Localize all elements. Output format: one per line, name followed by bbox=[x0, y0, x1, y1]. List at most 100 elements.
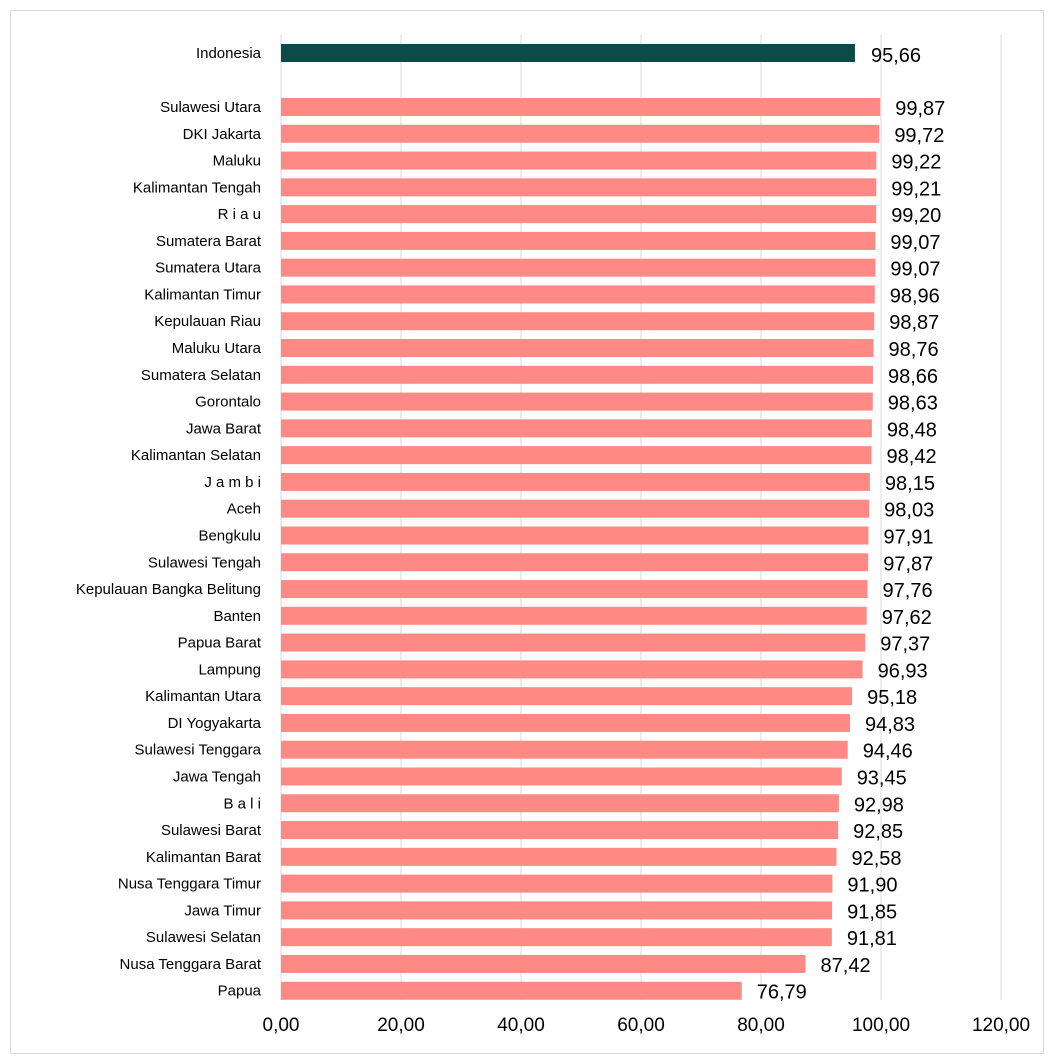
category-label: Kalimantan Timur bbox=[144, 286, 261, 303]
bar bbox=[281, 821, 839, 840]
category-label: B a l i bbox=[223, 795, 261, 812]
bar bbox=[281, 205, 877, 224]
bar bbox=[281, 713, 850, 732]
value-label: 97,76 bbox=[883, 580, 933, 602]
bar bbox=[281, 847, 837, 866]
labels: Indonesia 95,66 Sulawesi Utara 99,87 DKI Jak… bbox=[76, 45, 945, 1004]
x-tick-label: 40,00 bbox=[497, 1015, 545, 1036]
category-label: Papua bbox=[218, 983, 262, 1000]
category-label: Papua Barat bbox=[178, 635, 262, 652]
category-label: Jawa Tengah bbox=[173, 769, 261, 786]
bar bbox=[281, 285, 875, 304]
bar bbox=[281, 874, 833, 893]
category-label: Sumatera Utara bbox=[155, 260, 262, 277]
value-label: 99,07 bbox=[890, 259, 940, 281]
value-label: 99,20 bbox=[891, 205, 941, 227]
value-label: 98,42 bbox=[887, 446, 937, 468]
value-label: 98,48 bbox=[887, 419, 937, 441]
bar bbox=[281, 981, 742, 1000]
value-label: 97,91 bbox=[883, 526, 933, 548]
value-label: 98,63 bbox=[888, 393, 938, 415]
value-label: 92,98 bbox=[854, 794, 904, 816]
bar bbox=[281, 365, 873, 384]
category-label: Sulawesi Selatan bbox=[146, 929, 261, 946]
value-label: 98,76 bbox=[889, 339, 939, 361]
category-label-indonesia: Indonesia bbox=[196, 45, 262, 62]
category-label: Nusa Tenggara Barat bbox=[120, 956, 262, 973]
category-label: DKI Jakarta bbox=[183, 126, 262, 143]
value-label: 98,66 bbox=[888, 366, 938, 388]
value-label: 99,22 bbox=[891, 152, 941, 174]
value-label: 99,07 bbox=[890, 232, 940, 254]
category-label: Lampung bbox=[198, 661, 261, 678]
bar bbox=[281, 392, 873, 411]
value-label: 91,81 bbox=[847, 928, 897, 950]
bar-indonesia bbox=[281, 44, 855, 62]
category-label: R i a u bbox=[218, 206, 261, 223]
bar bbox=[281, 660, 863, 679]
bar bbox=[281, 794, 839, 813]
category-label: Bengkulu bbox=[198, 527, 261, 544]
value-label: 97,87 bbox=[883, 553, 933, 575]
x-axis-ticks: 0,00 20,00 40,00 60,00 80,00 100,00 120,00 bbox=[263, 1015, 1031, 1036]
value-label: 92,58 bbox=[851, 848, 901, 870]
category-label: Maluku Utara bbox=[172, 340, 262, 357]
category-label: Sulawesi Tengah bbox=[148, 554, 261, 571]
category-label: Maluku bbox=[213, 153, 261, 170]
value-label: 94,46 bbox=[863, 741, 913, 763]
bar bbox=[281, 178, 877, 197]
category-label: Kepulauan Riau bbox=[154, 313, 261, 330]
category-label: Sulawesi Utara bbox=[160, 99, 262, 116]
bar bbox=[281, 580, 868, 599]
bar bbox=[281, 740, 848, 759]
category-label: J a m b i bbox=[204, 474, 261, 491]
bar bbox=[281, 526, 869, 545]
x-tick-label: 120,00 bbox=[972, 1015, 1030, 1036]
category-label: Aceh bbox=[227, 501, 261, 518]
value-label: 76,79 bbox=[757, 982, 807, 1004]
x-tick-label: 100,00 bbox=[852, 1015, 910, 1036]
bar bbox=[281, 151, 877, 170]
value-label: 87,42 bbox=[821, 955, 871, 977]
category-label: Kalimantan Selatan bbox=[131, 447, 261, 464]
bar bbox=[281, 687, 853, 706]
bar bbox=[281, 633, 866, 652]
category-label: Sumatera Barat bbox=[156, 233, 262, 250]
x-tick-label: 20,00 bbox=[377, 1015, 425, 1036]
category-label: Sulawesi Barat bbox=[161, 822, 262, 839]
value-label: 99,72 bbox=[894, 125, 944, 147]
value-label: 99,87 bbox=[895, 98, 945, 120]
bar bbox=[281, 553, 869, 572]
x-tick-label: 60,00 bbox=[617, 1015, 665, 1036]
bar bbox=[281, 231, 876, 250]
category-label: Kalimantan Barat bbox=[146, 849, 262, 866]
category-label: Kepulauan Bangka Belitung bbox=[76, 581, 261, 598]
bar bbox=[281, 312, 875, 331]
value-label: 99,21 bbox=[891, 178, 941, 200]
value-label: 91,85 bbox=[847, 901, 897, 923]
bar bbox=[281, 499, 870, 518]
bar bbox=[281, 339, 874, 358]
x-tick-label: 0,00 bbox=[263, 1015, 300, 1036]
bar bbox=[281, 419, 872, 438]
bar bbox=[281, 954, 806, 973]
value-label: 92,85 bbox=[853, 821, 903, 843]
value-label: 93,45 bbox=[857, 768, 907, 790]
bar bbox=[281, 124, 880, 143]
category-label: DI Yogyakarta bbox=[168, 715, 262, 732]
bar bbox=[281, 928, 832, 947]
category-label: Gorontalo bbox=[195, 394, 261, 411]
value-label-indonesia: 95,66 bbox=[871, 45, 921, 67]
x-tick-label: 80,00 bbox=[737, 1015, 785, 1036]
value-label: 95,18 bbox=[867, 687, 917, 709]
bar bbox=[281, 606, 867, 625]
category-label: Sumatera Selatan bbox=[141, 367, 261, 384]
bar bbox=[281, 258, 876, 277]
value-label: 97,37 bbox=[880, 634, 930, 656]
value-label: 97,62 bbox=[882, 607, 932, 629]
category-label: Jawa Timur bbox=[184, 902, 261, 919]
value-label: 98,96 bbox=[890, 285, 940, 307]
value-label: 94,83 bbox=[865, 714, 915, 736]
value-label: 98,87 bbox=[889, 312, 939, 334]
